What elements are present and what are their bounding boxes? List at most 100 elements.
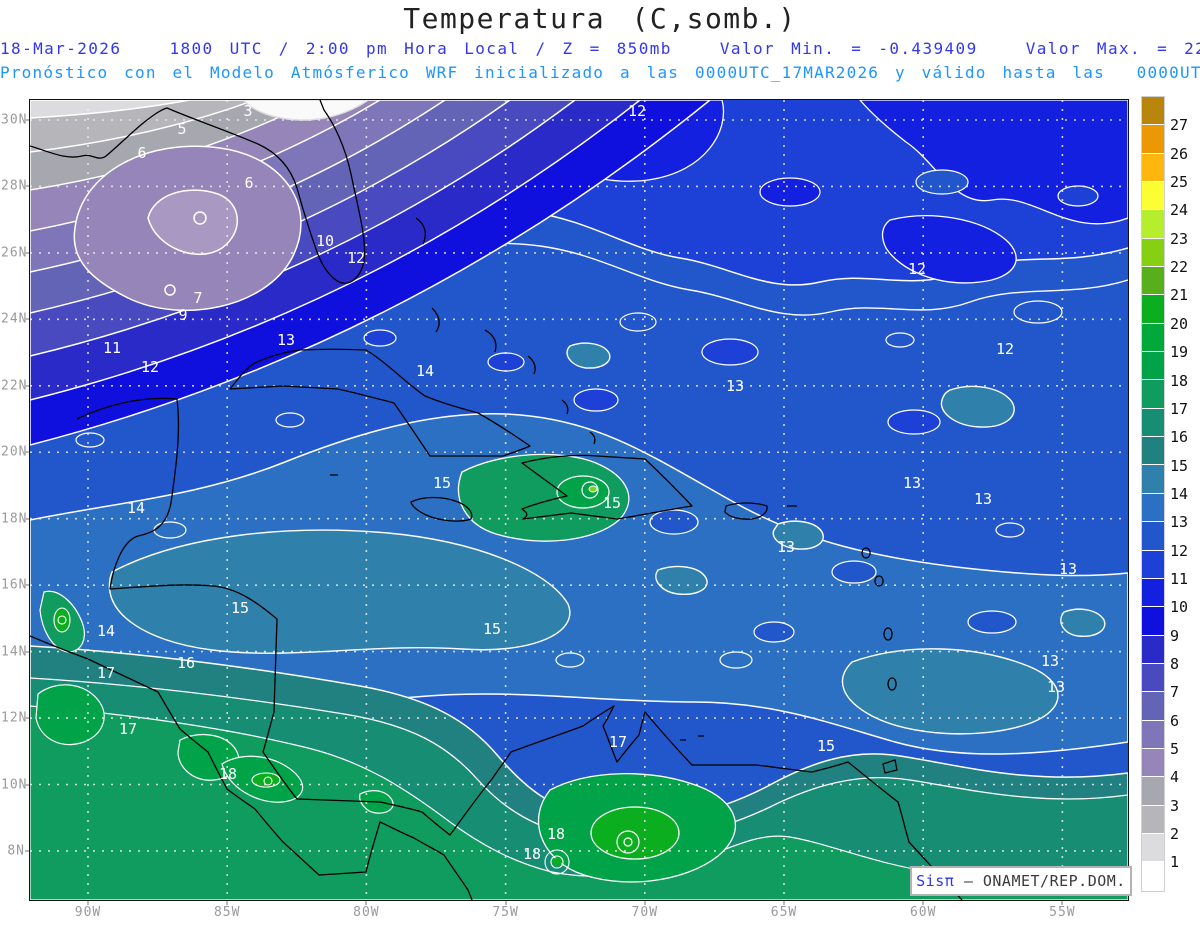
colorbar-level-label: 13 [1170, 513, 1189, 532]
coastlines [30, 100, 963, 900]
colorbar-level-label: 2 [1170, 825, 1180, 844]
colorbar-level-label: 22 [1170, 258, 1189, 277]
colorbar-cell [1142, 295, 1164, 324]
contour-label: 13 [1041, 652, 1059, 670]
lat-axis-label: 18N [1, 511, 28, 527]
contour-label: 12 [908, 260, 926, 278]
colorbar-cell [1142, 607, 1164, 636]
credit-system-label: Sisπ [916, 872, 955, 890]
colorbar-level-label: 1 [1170, 853, 1180, 872]
contour-label: 12 [996, 340, 1014, 358]
colorbar-cell [1142, 720, 1164, 749]
lat-axis-label: 8N [7, 843, 25, 859]
colorbar-cell [1142, 153, 1164, 183]
colorbar-level-label: 4 [1170, 768, 1180, 787]
south-warm-bands [30, 453, 1128, 900]
colorbar-level-label: 6 [1170, 711, 1180, 730]
temperature-contour-map: 3 5 6 6 10 12 79 11 12 13 12 12 12 13 14 14 13 13 15 15 13 13… [30, 100, 1128, 900]
coast-gulf-florida [30, 100, 366, 284]
colorbar-level-label: 12 [1170, 541, 1189, 560]
colorbar-cell [1142, 748, 1164, 778]
lat-axis-label: 20N [1, 444, 28, 460]
contour-label: 13 [1047, 678, 1065, 696]
lon-axis-label: 80W [353, 905, 380, 920]
colorbar-cell [1142, 805, 1164, 834]
contour-label: 13 [903, 474, 921, 492]
lat-axis-tick [25, 517, 29, 520]
colorbar-level-label: 20 [1170, 314, 1189, 333]
contour-label: 15 [817, 737, 835, 755]
colorbar-cell [1142, 522, 1164, 551]
colorbar-level-label: 11 [1170, 569, 1189, 588]
contour-label: 13 [974, 490, 992, 508]
lon-axis-label: 70W [631, 905, 659, 920]
contour-label: 12 [628, 102, 646, 120]
colorbar-cell [1142, 635, 1164, 664]
lat-axis-label: 30N [1, 112, 28, 128]
contour-label: 16 [177, 654, 195, 672]
lat-axis-tick [25, 119, 29, 121]
contour-label: 17 [609, 733, 627, 751]
credit-box: Sisπ – ONAMET/REP.DOM. [910, 866, 1132, 896]
lat-axis-tick [25, 451, 29, 454]
northwest-front-bands [30, 100, 712, 446]
colorbar-level-label: 21 [1170, 286, 1189, 305]
contour-label: 9 [178, 306, 187, 324]
coast-puerto-rico [724, 502, 768, 520]
colorbar-level-label: 7 [1170, 683, 1180, 702]
lon-axis-label: 90W [74, 905, 102, 920]
contour-label: 12 [141, 358, 159, 376]
contour-label: 6 [137, 144, 146, 162]
credit-agency-label: – ONAMET/REP.DOM. [963, 872, 1126, 890]
contour-label: 13 [777, 538, 795, 556]
lat-axis-tick [25, 650, 29, 653]
contour-label: 6 [244, 174, 253, 192]
colorbar-level-label: 25 [1170, 173, 1189, 192]
lat-axis-label: 16N [1, 577, 28, 593]
colorbar-cell [1142, 550, 1164, 579]
colorbar-cell [1142, 125, 1164, 154]
colorbar-cell [1142, 777, 1164, 806]
contour-label: 14 [127, 499, 145, 517]
colorbar-cell [1142, 352, 1164, 381]
contour-label: 14 [416, 362, 434, 380]
contour-label: 15 [603, 494, 621, 512]
colorbar-level-label: 8 [1170, 655, 1180, 673]
lon-axis-tick [1061, 901, 1064, 905]
colorbar-cell [1142, 97, 1164, 126]
lon-axis-tick [226, 901, 229, 905]
contour-label: 17 [97, 664, 115, 682]
contour-label: 17 [119, 720, 137, 738]
lat-axis-label: 22N [1, 378, 28, 394]
coast-pacific [30, 635, 473, 900]
lon-axis-tick [87, 901, 89, 905]
colorbar-level-label: 5 [1170, 740, 1180, 759]
colorbar-cell [1142, 493, 1164, 523]
colorbar-level-label: 23 [1170, 229, 1189, 248]
coast-antilles [330, 474, 898, 774]
contour-label: 15 [433, 474, 451, 492]
colorbar-level-label: 10 [1170, 598, 1189, 617]
lat-axis-tick [25, 384, 29, 387]
coast-central-south-america [76, 397, 963, 900]
colorbar-level-label: 24 [1170, 201, 1189, 220]
colorbar-cell [1142, 692, 1164, 721]
contour-label: 5 [177, 120, 186, 138]
colorbar [1141, 96, 1165, 892]
lon-axis-tick [365, 901, 368, 905]
contour-label: 18 [219, 765, 237, 783]
dotted-gridlines [30, 100, 1128, 900]
colorbar-cell [1142, 238, 1164, 268]
colorbar-cell [1142, 323, 1164, 353]
contour-value-labels: 3 5 6 6 10 12 79 11 12 13 12 12 12 13 14 14 13 13 15 15 13 13… [97, 102, 1077, 863]
model-info-line: Pronóstico con el Modelo Atmósferico WRF… [0, 63, 1200, 82]
colorbar-cell [1142, 182, 1164, 211]
lon-axis-label: 65W [770, 905, 798, 920]
coast-hispaniola [521, 454, 693, 520]
lat-axis-label: 12N [1, 710, 28, 726]
lon-axis-label: 75W [492, 905, 519, 920]
forecast-info-line: 18-Mar-2026 1800 UTC / 2:00 pm Hora Loca… [0, 39, 1200, 58]
colorbar-level-label: 17 [1170, 399, 1189, 418]
lon-axis-tick [504, 901, 507, 905]
